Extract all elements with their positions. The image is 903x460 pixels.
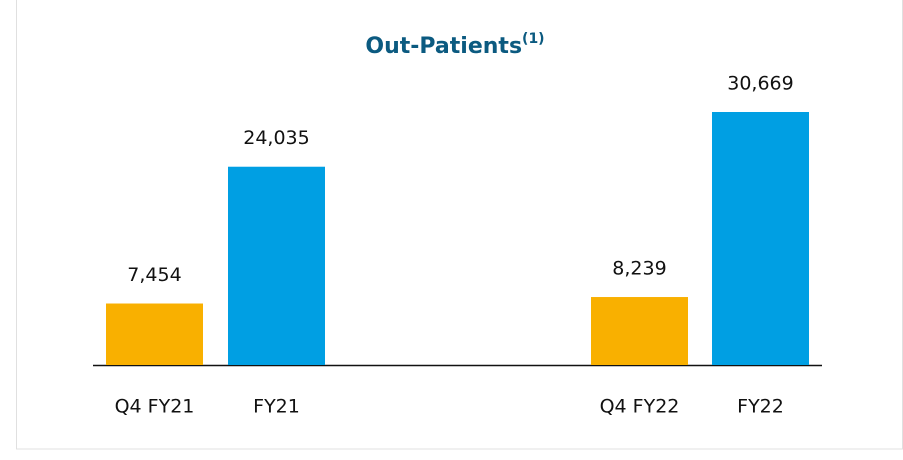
bar bbox=[106, 303, 203, 365]
value-label: 24,035 bbox=[243, 127, 309, 149]
bar bbox=[228, 166, 325, 365]
title-note: (1) bbox=[522, 31, 545, 47]
x-tick-label: Q4 FY21 bbox=[115, 396, 195, 418]
value-label: 8,239 bbox=[612, 258, 666, 280]
value-label: 7,454 bbox=[127, 264, 181, 286]
bar bbox=[712, 112, 809, 365]
chart-title: Out-Patients(1) bbox=[365, 31, 544, 59]
title-main: Out-Patients bbox=[365, 34, 522, 59]
bar bbox=[591, 297, 688, 365]
value-label: 30,669 bbox=[727, 73, 793, 95]
x-tick-label: Q4 FY22 bbox=[600, 396, 680, 418]
x-tick-label: FY21 bbox=[253, 396, 300, 418]
x-tick-label: FY22 bbox=[737, 396, 784, 418]
